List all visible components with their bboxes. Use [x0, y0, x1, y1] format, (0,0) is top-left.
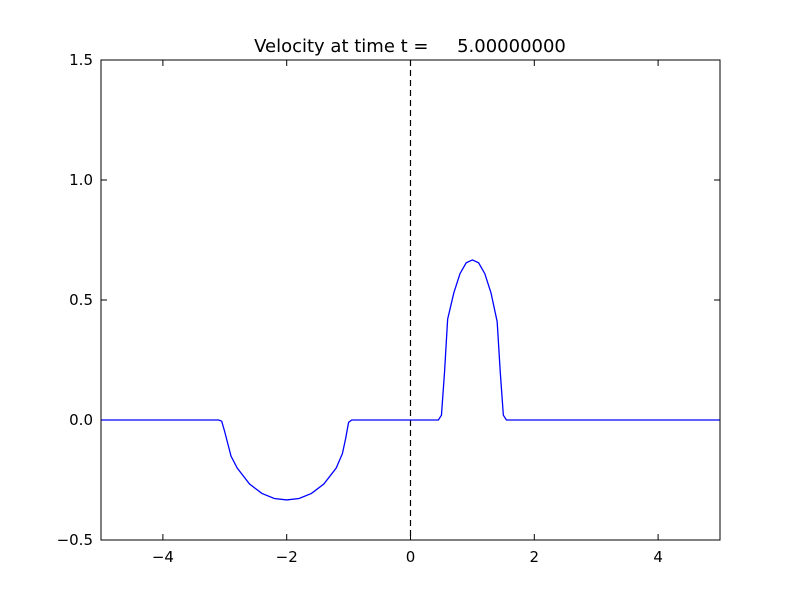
data-line	[101, 259, 720, 501]
y-tick-label: −0.5	[57, 531, 93, 549]
x-tick-label: 2	[530, 548, 540, 566]
x-tick-label: −2	[276, 548, 298, 566]
chart-title: Velocity at time t = 5.00000000	[254, 36, 566, 57]
y-tick-label: 0.5	[69, 291, 93, 309]
plot-frame	[100, 59, 721, 541]
x-tick-label: 0	[406, 548, 416, 566]
y-tick-label: 1.0	[69, 171, 93, 189]
y-tick-label: 1.5	[69, 51, 93, 69]
y-tick-label: 0.0	[69, 411, 93, 429]
x-tick-label: −4	[152, 548, 174, 566]
x-tick-label: 4	[653, 548, 663, 566]
